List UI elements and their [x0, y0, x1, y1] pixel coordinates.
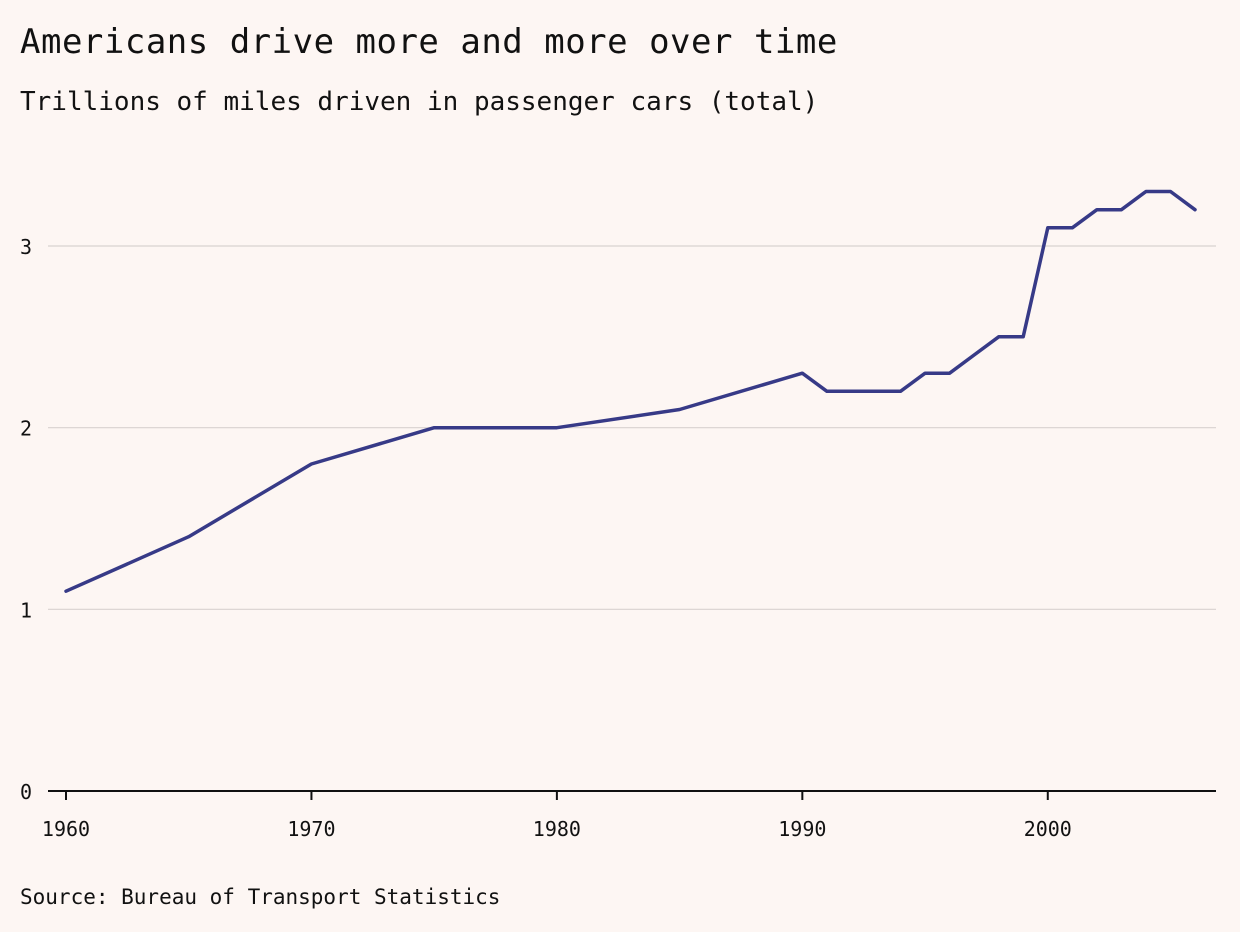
x-tick-label: 1990: [778, 817, 826, 841]
y-tick-labels: 0 1 2 3: [20, 235, 32, 804]
series-layer: [64, 189, 1197, 593]
series-line-0: [64, 189, 1197, 593]
x-tick-label: 1960: [42, 817, 90, 841]
chart-title: Americans drive more and more over time: [20, 22, 838, 62]
gridlines: [48, 245, 1216, 610]
x-tick-label: 2000: [1024, 817, 1072, 841]
x-tick-label: 1980: [533, 817, 581, 841]
y-tick-label: 0: [20, 780, 32, 804]
x-tick-label: 1970: [287, 817, 335, 841]
y-tick-label: 3: [20, 235, 32, 259]
x-ticks: 1960 1970 1980 1990 2000: [42, 791, 1072, 841]
y-tick-label: 2: [20, 417, 32, 441]
y-tick-label: 1: [20, 598, 32, 622]
chart-subtitle: Trillions of miles driven in passenger c…: [20, 87, 819, 117]
source-note: Source: Bureau of Transport Statistics: [20, 885, 501, 909]
